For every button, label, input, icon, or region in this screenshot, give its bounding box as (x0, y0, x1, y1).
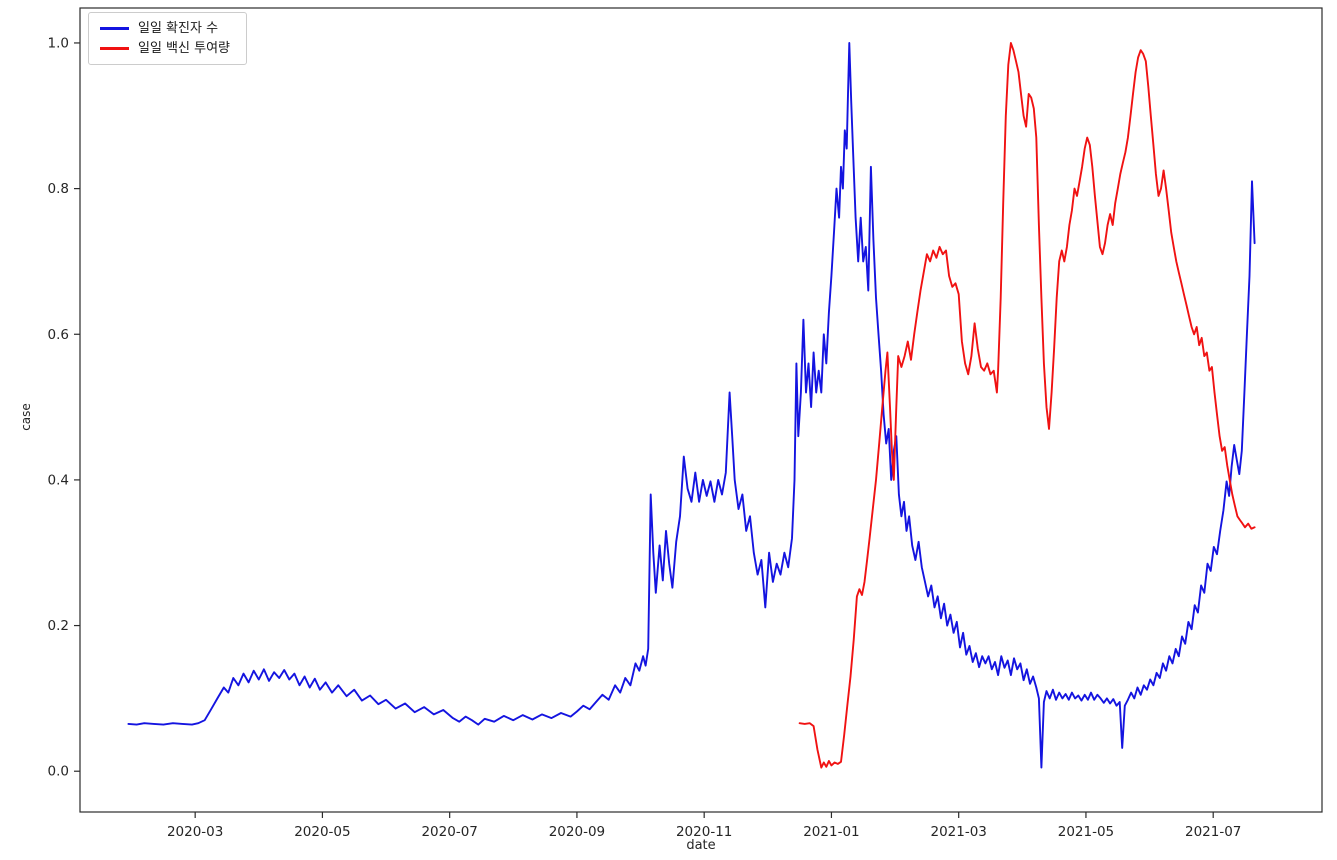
x-tick-label: 2021-03 (930, 824, 986, 840)
x-tick-label: 2020-09 (549, 824, 605, 840)
x-tick-label: 2020-03 (167, 824, 223, 840)
legend-label: 일일 확진자 수 (138, 21, 219, 36)
y-tick-label: 0.6 (48, 327, 69, 343)
y-tick-label: 1.0 (48, 35, 69, 51)
series-daily-vaccine (798, 42, 1256, 769)
x-tick-label: 2020-11 (676, 824, 732, 840)
legend-item-daily-vaccine: 일일 백신 투여량 (100, 42, 230, 55)
line-swatch-red (100, 47, 129, 50)
y-tick-label: 0.2 (48, 618, 69, 634)
legend: 일일 확진자 수 일일 백신 투여량 (88, 12, 247, 65)
series-daily-confirmed (127, 42, 1256, 769)
y-axis-label: case (19, 403, 33, 431)
plot-frame (79, 7, 1323, 813)
x-tick-label: 2020-07 (421, 824, 477, 840)
x-axis-label: date (686, 838, 716, 853)
legend-item-daily-confirmed: 일일 확진자 수 (100, 22, 230, 35)
x-tick-label: 2021-05 (1058, 824, 1114, 840)
line-swatch-blue (100, 27, 129, 30)
y-tick-label: 0.0 (48, 764, 69, 780)
legend-label: 일일 백신 투여량 (138, 41, 230, 56)
y-tick-label: 0.8 (48, 181, 69, 197)
x-tick-label: 2021-07 (1185, 824, 1241, 840)
y-tick-label: 0.4 (48, 472, 69, 488)
x-tick-label: 2021-01 (803, 824, 859, 840)
x-tick-label: 2020-05 (294, 824, 350, 840)
